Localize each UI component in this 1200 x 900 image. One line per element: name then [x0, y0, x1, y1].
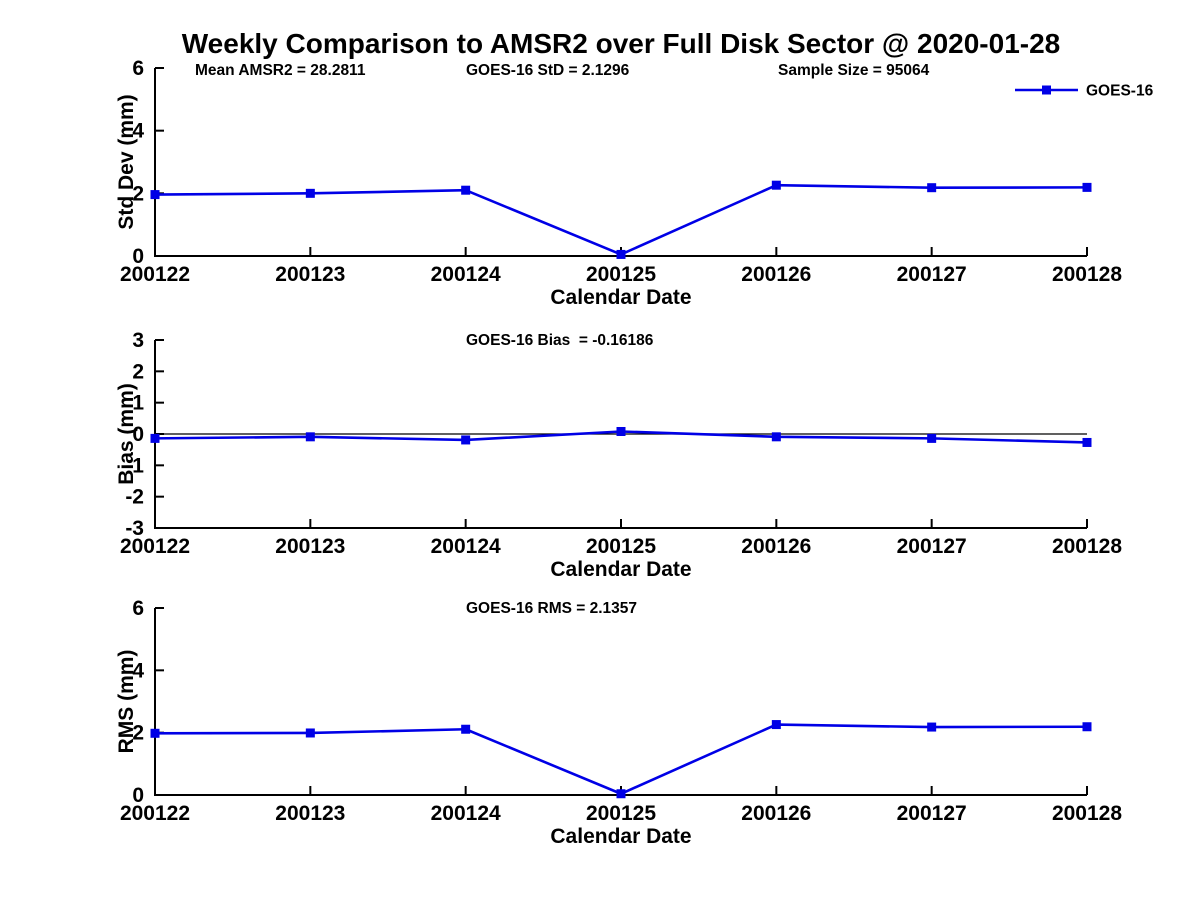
std-dev-panel-data-point-marker	[1082, 182, 1092, 192]
std-dev-panel-annotation: Mean AMSR2 = 28.2811	[195, 62, 366, 79]
rms-panel-series-line	[154, 723, 1088, 796]
bias-panel-ytick-label: -1	[125, 454, 144, 477]
bias-panel-data-point-marker	[461, 435, 471, 445]
rms-panel-ytick-label: 2	[132, 722, 144, 745]
std-dev-panel-data-point-marker	[771, 180, 781, 190]
rms-panel-xtick-label: 200125	[586, 802, 656, 825]
rms-panel-ylabel: RMS (mm)	[115, 650, 138, 754]
bias-panel-xtick-label: 200127	[897, 535, 967, 558]
bias-panel-xtick-label: 200122	[120, 535, 190, 558]
std-dev-panel-annotation: Sample Size = 95064	[778, 62, 930, 79]
std-dev-panel-xtick-label: 200125	[586, 263, 656, 286]
std-dev-panel-xtick-label: 200123	[275, 263, 345, 286]
rms-panel-xtick-label: 200128	[1052, 802, 1122, 825]
std-dev-panel-xtick-label: 200124	[431, 263, 501, 286]
bias-panel-data-point-marker	[771, 432, 781, 442]
bias-panel-xlabel: Calendar Date	[550, 558, 691, 581]
rms-panel-data-point-marker	[771, 720, 781, 730]
rms-panel-xlabel: Calendar Date	[550, 825, 691, 848]
std-dev-panel-ytick-label: 0	[132, 245, 144, 268]
std-dev-panel-xtick-label: 200128	[1052, 263, 1122, 286]
bias-panel-xtick-label: 200128	[1052, 535, 1122, 558]
rms-panel-ytick-label: 0	[132, 784, 144, 807]
bias-panel-ytick-label: 0	[132, 423, 144, 446]
std-dev-panel-xlabel: Calendar Date	[550, 286, 691, 309]
bias-panel-ytick-label: -3	[125, 517, 144, 540]
rms-panel-data-point-marker	[927, 722, 937, 732]
rms-panel-data-point-marker	[461, 724, 471, 734]
std-dev-panel-series-line	[154, 183, 1088, 256]
bias-panel-ylabel: Bias (mm)	[115, 383, 138, 485]
rms-panel-axes	[154, 608, 1087, 796]
bias-panel-ytick-label: 2	[132, 360, 144, 383]
bias-panel-ytick-label: 1	[132, 392, 144, 415]
rms-panel-data-point-marker	[616, 789, 626, 799]
rms-panel-annotation: GOES-16 RMS = 2.1357	[466, 600, 637, 617]
bias-panel-xtick-label: 200124	[431, 535, 501, 558]
rms-panel-data-point-marker	[305, 728, 315, 738]
std-dev-panel-ylabel: Std Dev (mm)	[115, 94, 138, 229]
bias-panel-ytick-label: -2	[125, 486, 144, 509]
std-dev-panel-annotation: GOES-16 StD = 2.1296	[466, 62, 630, 79]
bias-panel-data-point-marker	[927, 433, 937, 443]
std-dev-panel-xtick-label: 200122	[120, 263, 190, 286]
std-dev-panel-data-point-marker	[461, 185, 471, 195]
std-dev-panel-data-point-marker	[927, 183, 937, 193]
std-dev-panel-ytick-label: 6	[132, 57, 144, 80]
rms-panel-ytick-label: 4	[132, 659, 144, 682]
rms-panel-xtick-label: 200124	[431, 802, 501, 825]
bias-panel-ytick-label: 3	[132, 329, 144, 352]
rms-panel-xtick-label: 200126	[741, 802, 811, 825]
legend-label: GOES-16	[1086, 83, 1154, 100]
rms-panel-xtick-label: 200122	[120, 802, 190, 825]
bias-panel-annotation: GOES-16 Bias = -0.16186	[466, 332, 654, 349]
std-dev-panel-xtick-label: 200127	[897, 263, 967, 286]
rms-panel-xtick-label: 200123	[275, 802, 345, 825]
std-dev-panel-data-point-marker	[616, 249, 626, 259]
bias-panel-xtick-label: 200123	[275, 535, 345, 558]
rms-panel-data-point-marker	[1082, 722, 1092, 732]
std-dev-panel-data-point-marker	[305, 188, 315, 198]
std-dev-panel-data-point-marker	[150, 190, 160, 200]
rms-panel-data-point-marker	[150, 728, 160, 738]
std-dev-panel-ytick-label: 4	[132, 120, 144, 143]
std-dev-panel-ytick-label: 2	[132, 182, 144, 205]
std-dev-panel-axes	[154, 68, 1087, 257]
bias-panel-data-point-marker	[305, 432, 315, 442]
rms-panel-ytick-label: 6	[132, 597, 144, 620]
legend-marker-sample	[1042, 85, 1051, 95]
bias-panel-xtick-label: 200125	[586, 535, 656, 558]
bias-panel-data-point-marker	[1082, 437, 1092, 447]
std-dev-panel-xtick-label: 200126	[741, 263, 811, 286]
chart-title: Weekly Comparison to AMSR2 over Full Dis…	[181, 28, 1061, 59]
bias-panel-data-point-marker	[616, 426, 626, 436]
bias-panel-xtick-label: 200126	[741, 535, 811, 558]
bias-panel-data-point-marker	[150, 433, 160, 443]
rms-panel-xtick-label: 200127	[897, 802, 967, 825]
